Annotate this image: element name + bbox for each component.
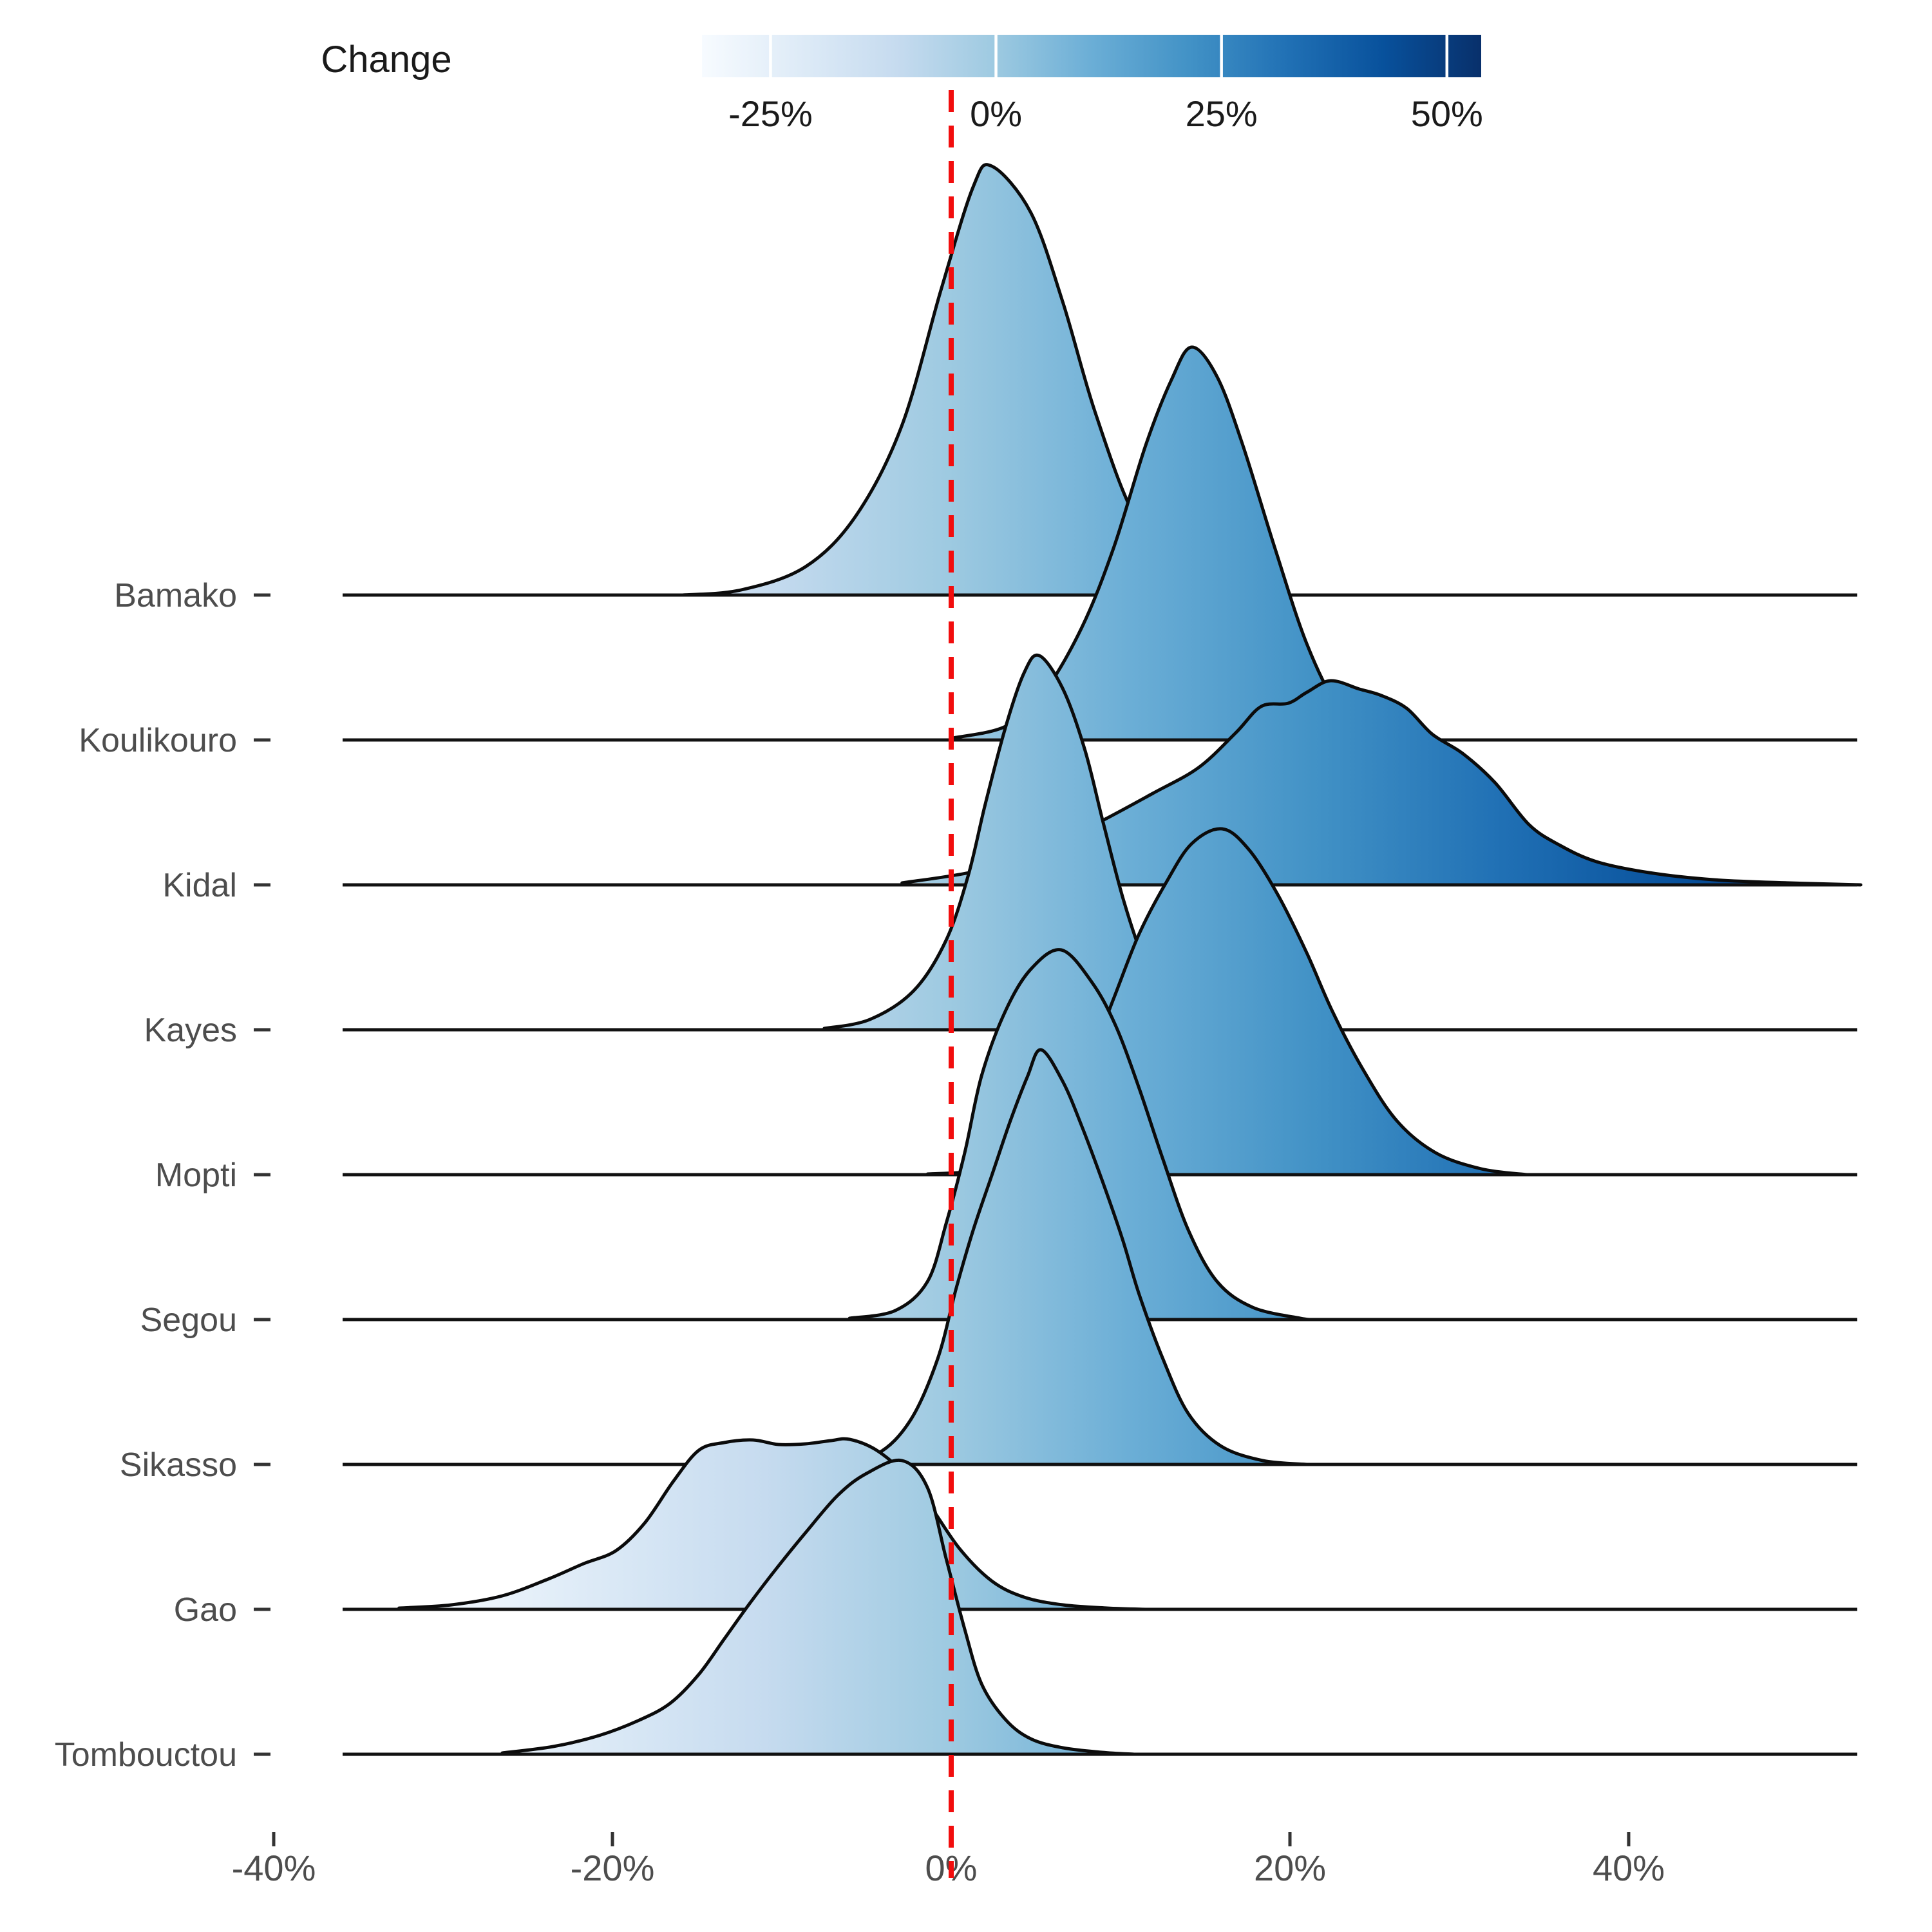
density-curve-sikasso xyxy=(829,1048,1309,1466)
row-label-sikasso: Sikasso xyxy=(120,1446,237,1484)
row-label-tombouctou: Tombouctou xyxy=(55,1736,237,1774)
x-tick-label--40: -40% xyxy=(232,1848,316,1888)
density-curve-kidal xyxy=(900,679,1862,887)
legend-tick-label-50: 50% xyxy=(1411,93,1483,134)
x-tick-label-40: 40% xyxy=(1593,1848,1665,1888)
row-label-segou: Segou xyxy=(140,1302,237,1339)
row-label-gao: Gao xyxy=(174,1591,237,1629)
row-label-mopti: Mopti xyxy=(155,1157,237,1194)
x-tick-label--20: -20% xyxy=(571,1848,655,1888)
legend-colorbar xyxy=(702,35,1481,77)
row-label-kidal: Kidal xyxy=(162,867,237,904)
legend-tick-label--25: -25% xyxy=(728,93,813,134)
density-curve-gao xyxy=(397,1437,1148,1611)
legend-title: Change xyxy=(321,39,451,80)
x-tick-label-20: 20% xyxy=(1254,1848,1326,1888)
row-label-koulikouro: Koulikouro xyxy=(79,722,237,759)
row-label-bamako: Bamako xyxy=(114,577,237,614)
legend-tick-label-25: 25% xyxy=(1186,93,1258,134)
density-curve-koulikouro xyxy=(951,345,1399,742)
row-label-kayes: Kayes xyxy=(144,1012,237,1049)
legend-tick-label-0: 0% xyxy=(970,93,1022,134)
density-curve-tombouctou xyxy=(500,1458,1136,1756)
